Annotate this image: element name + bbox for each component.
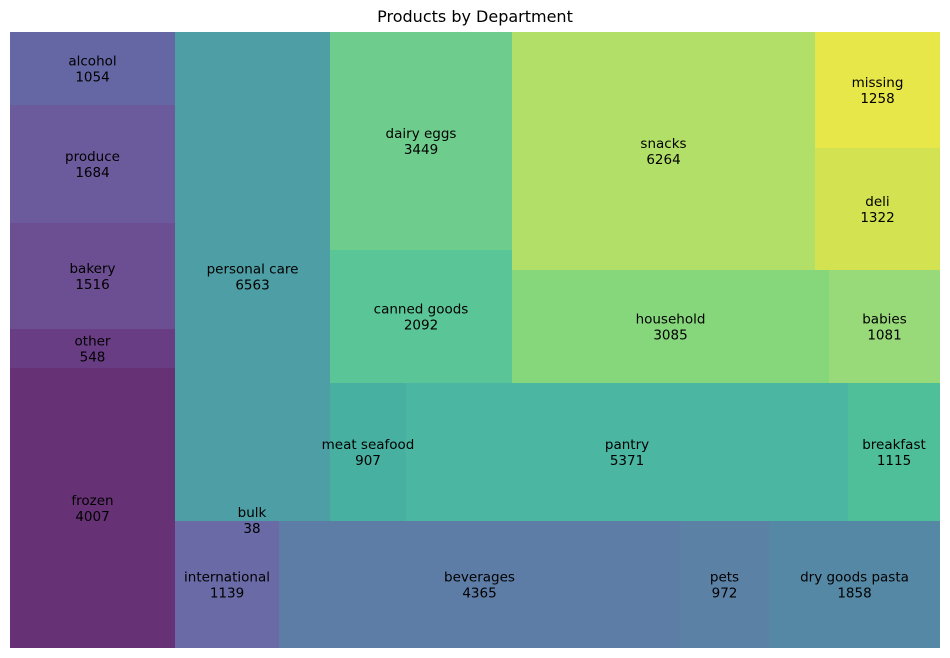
tile-missing — [815, 32, 940, 148]
tile-name-breakfast: breakfast — [862, 437, 926, 453]
tile-label-meat-seafood: meat seafood 907 — [322, 437, 415, 469]
tile-name-meat-seafood: meat seafood — [322, 437, 415, 453]
tile-value-pets: 972 — [712, 586, 738, 602]
tile-value-breakfast: 1115 — [877, 453, 911, 469]
tile-value-pantry: 5371 — [610, 453, 644, 469]
tile-name-dairy-eggs: dairy eggs — [386, 126, 457, 142]
tile-name-frozen: frozen — [71, 493, 113, 509]
tile-label-babies: babies 1081 — [862, 312, 907, 344]
tile-value-canned-goods: 2092 — [404, 318, 438, 334]
tile-name-international: international — [184, 570, 270, 586]
tile-name-pets: pets — [710, 570, 739, 586]
tile-label-deli: deli 1322 — [860, 194, 894, 226]
tile-name-beverages: beverages — [444, 570, 515, 586]
tile-personal-care — [175, 32, 330, 521]
tile-name-snacks: snacks — [640, 136, 686, 152]
tile-value-meat-seafood: 907 — [355, 453, 381, 469]
tile-name-babies: babies — [862, 312, 907, 328]
tile-name-deli: deli — [865, 194, 889, 210]
tile-label-bulk: bulk 38 — [238, 505, 267, 537]
tile-value-babies: 1081 — [867, 328, 901, 344]
tile-meat-seafood — [330, 383, 406, 521]
tile-value-beverages: 4365 — [462, 586, 496, 602]
tile-name-alcohol: alcohol — [68, 54, 116, 70]
tile-name-other: other — [75, 334, 111, 350]
tile-name-bakery: bakery — [69, 261, 115, 277]
tile-deli — [815, 148, 940, 270]
tile-label-canned-goods: canned goods 2092 — [374, 302, 469, 334]
tile-label-pets: pets 972 — [710, 570, 739, 602]
tile-name-household: household — [636, 312, 706, 328]
tile-value-missing: 1258 — [860, 91, 894, 107]
tile-value-household: 3085 — [653, 328, 687, 344]
tile-value-bulk: 38 — [243, 521, 260, 537]
tile-value-bakery: 1516 — [75, 277, 109, 293]
tile-dairy-eggs — [330, 32, 512, 250]
tile-label-personal-care: personal care 6563 — [207, 262, 299, 294]
tile-international — [175, 521, 279, 648]
tile-value-snacks: 6264 — [646, 152, 680, 168]
tile-label-dairy-eggs: dairy eggs 3449 — [386, 126, 457, 158]
tile-label-alcohol: alcohol 1054 — [68, 54, 116, 86]
tile-value-international: 1139 — [210, 586, 244, 602]
tile-household — [512, 270, 829, 383]
tile-pantry — [406, 383, 848, 521]
tile-breakfast — [848, 383, 940, 521]
tile-name-pantry: pantry — [605, 437, 649, 453]
tile-value-other: 548 — [80, 350, 106, 366]
tile-label-frozen: frozen 4007 — [71, 493, 113, 525]
tile-value-dry-goods-pasta: 1858 — [837, 586, 871, 602]
tile-label-breakfast: breakfast 1115 — [862, 437, 926, 469]
tile-label-dry-goods-pasta: dry goods pasta 1858 — [800, 570, 909, 602]
tile-value-personal-care: 6563 — [235, 278, 269, 294]
tile-beverages — [279, 521, 680, 648]
tile-pets — [680, 521, 769, 648]
tile-name-personal-care: personal care — [207, 262, 299, 278]
tile-bakery — [10, 223, 175, 329]
tile-babies — [829, 270, 940, 383]
tile-label-household: household 3085 — [636, 312, 706, 344]
tile-label-snacks: snacks 6264 — [640, 136, 686, 168]
chart-title: Products by Department — [377, 7, 573, 26]
tile-label-beverages: beverages 4365 — [444, 570, 515, 602]
tile-value-alcohol: 1054 — [75, 70, 109, 86]
tile-name-bulk: bulk — [238, 505, 267, 521]
tile-value-produce: 1684 — [75, 165, 109, 181]
tile-label-bakery: bakery 1516 — [69, 261, 115, 293]
tile-other — [10, 329, 175, 368]
tile-canned-goods — [330, 250, 512, 383]
tile-value-frozen: 4007 — [75, 509, 109, 525]
tile-frozen — [10, 368, 175, 648]
tile-dry-goods-pasta — [769, 521, 940, 648]
tile-label-pantry: pantry 5371 — [605, 437, 649, 469]
tile-name-produce: produce — [65, 149, 120, 165]
tile-name-missing: missing — [852, 75, 904, 91]
tile-name-canned-goods: canned goods — [374, 302, 469, 318]
tile-value-dairy-eggs: 3449 — [404, 142, 438, 158]
tile-produce — [10, 105, 175, 223]
tile-snacks — [512, 32, 815, 270]
tile-label-missing: missing 1258 — [852, 75, 904, 107]
tile-name-dry-goods-pasta: dry goods pasta — [800, 570, 909, 586]
tile-value-deli: 1322 — [860, 210, 894, 226]
tile-label-other: other 548 — [75, 334, 111, 366]
tile-alcohol — [10, 32, 175, 105]
tile-label-produce: produce 1684 — [65, 149, 120, 181]
tile-label-international: international 1139 — [184, 570, 270, 602]
